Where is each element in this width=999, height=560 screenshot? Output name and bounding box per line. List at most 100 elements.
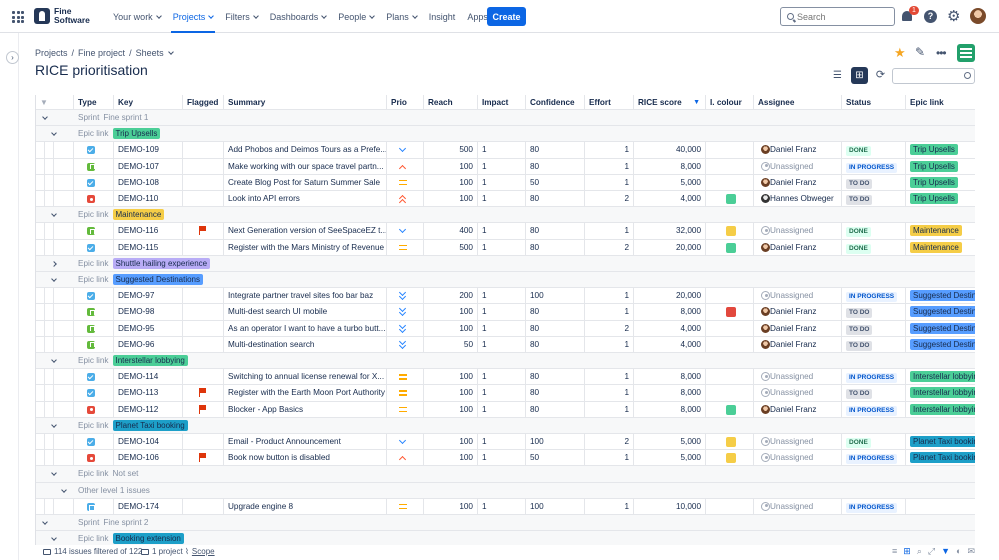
prio-cell[interactable] bbox=[387, 142, 424, 158]
assignee-cell[interactable]: Daniel Franz bbox=[754, 320, 842, 336]
effort-cell[interactable]: 1 bbox=[585, 142, 634, 158]
prio-cell[interactable] bbox=[387, 498, 424, 514]
reach-cell[interactable]: 50 bbox=[424, 336, 478, 352]
flagged-cell[interactable] bbox=[183, 158, 224, 174]
issue-key[interactable]: DEMO-95 bbox=[114, 320, 183, 336]
impact-cell[interactable]: 1 bbox=[478, 450, 526, 466]
gutter-cell[interactable] bbox=[44, 320, 54, 336]
effort-cell[interactable]: 2 bbox=[585, 434, 634, 450]
confidence-cell[interactable]: 80 bbox=[526, 239, 585, 255]
sheets-app-icon[interactable] bbox=[957, 44, 975, 62]
confidence-cell[interactable]: 50 bbox=[526, 450, 585, 466]
gutter-cell[interactable] bbox=[44, 401, 54, 417]
status-cell[interactable]: TO DO bbox=[842, 385, 906, 401]
mail-icon[interactable]: ✉ bbox=[967, 546, 975, 556]
impact-cell[interactable]: 1 bbox=[478, 223, 526, 239]
epic-link-lozenge[interactable]: Trip Upsells bbox=[910, 160, 958, 172]
reach-cell[interactable]: 100 bbox=[424, 401, 478, 417]
reach-cell[interactable]: 100 bbox=[424, 450, 478, 466]
summary-cell[interactable]: Email - Product Announcement bbox=[224, 434, 387, 450]
gutter-cell[interactable] bbox=[36, 320, 45, 336]
expand-sidebar-chevron-icon[interactable]: › bbox=[6, 51, 19, 64]
reach-cell[interactable]: 500 bbox=[424, 239, 478, 255]
collapse-toggle-chevron-icon[interactable] bbox=[50, 130, 57, 137]
epic-link-cell[interactable]: Trip Upsells bbox=[906, 175, 975, 190]
reach-cell[interactable]: 100 bbox=[424, 191, 478, 207]
type-cell[interactable] bbox=[74, 434, 114, 450]
reach-cell[interactable]: 100 bbox=[424, 304, 478, 320]
epic-link-cell[interactable]: Trip Upsells bbox=[906, 142, 975, 157]
gutter-cell[interactable] bbox=[44, 434, 54, 450]
gutter-cell[interactable] bbox=[36, 401, 45, 417]
sheet-search[interactable] bbox=[892, 68, 975, 84]
nav-your-work[interactable]: Your work bbox=[109, 0, 165, 33]
column-header-effort[interactable]: Effort bbox=[585, 95, 634, 109]
issue-colour-cell[interactable] bbox=[706, 158, 754, 174]
nav-dashboards[interactable]: Dashboards bbox=[266, 0, 331, 33]
effort-cell[interactable]: 1 bbox=[585, 498, 634, 514]
type-cell[interactable] bbox=[74, 239, 114, 255]
summary-cell[interactable]: As an operator I want to have a turbo bu… bbox=[224, 320, 387, 336]
epic-link-lozenge[interactable]: Interstellar lobbying bbox=[910, 387, 975, 399]
impact-cell[interactable]: 1 bbox=[478, 142, 526, 158]
gutter-cell[interactable] bbox=[44, 142, 54, 158]
confidence-cell[interactable]: 80 bbox=[526, 223, 585, 239]
flagged-cell[interactable] bbox=[183, 434, 224, 450]
rice-score-cell[interactable]: 4,000 bbox=[634, 320, 706, 336]
gutter-cell[interactable] bbox=[36, 336, 45, 352]
gutter-cell[interactable] bbox=[44, 385, 54, 401]
summary-cell[interactable]: Book now button is disabled bbox=[224, 450, 387, 466]
collapse-toggle-chevron-icon[interactable] bbox=[50, 276, 57, 283]
assignee-cell[interactable]: Unassigned bbox=[754, 158, 842, 174]
effort-cell[interactable]: 1 bbox=[585, 336, 634, 352]
issue-colour-cell[interactable] bbox=[706, 401, 754, 417]
gutter-cell[interactable] bbox=[36, 191, 45, 207]
prio-cell[interactable] bbox=[387, 336, 424, 352]
column-header-type[interactable]: Type bbox=[74, 95, 114, 109]
assignee-cell[interactable]: Daniel Franz bbox=[754, 174, 842, 190]
collapse-toggle-chevron-icon[interactable] bbox=[50, 470, 57, 477]
impact-cell[interactable]: 1 bbox=[478, 320, 526, 336]
column-header-rice-score[interactable]: RICE score ▼ bbox=[634, 95, 706, 109]
flagged-cell[interactable] bbox=[183, 239, 224, 255]
type-cell[interactable] bbox=[74, 336, 114, 352]
confidence-cell[interactable]: 80 bbox=[526, 336, 585, 352]
reach-cell[interactable]: 100 bbox=[424, 174, 478, 190]
type-cell[interactable] bbox=[74, 191, 114, 207]
effort-cell[interactable]: 1 bbox=[585, 401, 634, 417]
chevron-down-icon[interactable] bbox=[167, 49, 174, 55]
epic-lozenge[interactable]: Planet Taxi booking bbox=[112, 419, 188, 431]
issue-colour-cell[interactable] bbox=[706, 369, 754, 385]
status-cell[interactable]: TO DO bbox=[842, 191, 906, 207]
fine-software-logo-icon[interactable] bbox=[34, 8, 50, 24]
edit-pencil-icon[interactable]: ✎ bbox=[915, 45, 926, 59]
impact-cell[interactable]: 1 bbox=[478, 434, 526, 450]
reach-cell[interactable]: 100 bbox=[424, 369, 478, 385]
column-header-i-colour[interactable]: I. colour bbox=[706, 95, 754, 109]
impact-cell[interactable]: 1 bbox=[478, 385, 526, 401]
column-header-impact[interactable]: Impact bbox=[478, 95, 526, 109]
scope-link[interactable]: ⌇ Scope bbox=[185, 547, 215, 556]
impact-cell[interactable]: 1 bbox=[478, 288, 526, 304]
effort-cell[interactable]: 1 bbox=[585, 174, 634, 190]
impact-cell[interactable]: 1 bbox=[478, 174, 526, 190]
gutter-cell[interactable] bbox=[44, 174, 54, 190]
status-cell[interactable]: DONE bbox=[842, 142, 906, 158]
issue-key[interactable]: DEMO-114 bbox=[114, 369, 183, 385]
type-cell[interactable] bbox=[74, 401, 114, 417]
rice-score-cell[interactable]: 32,000 bbox=[634, 223, 706, 239]
confidence-cell[interactable]: 80 bbox=[526, 320, 585, 336]
summary-cell[interactable]: Add Phobos and Deimos Tours as a Prefe..… bbox=[224, 142, 387, 158]
issue-colour-cell[interactable] bbox=[706, 450, 754, 466]
gutter-cell[interactable] bbox=[54, 304, 74, 320]
zoom-icon[interactable]: ⌕ bbox=[916, 546, 922, 556]
epic-link-cell[interactable]: Suggested Destinations bbox=[906, 321, 975, 336]
gutter-cell[interactable] bbox=[54, 434, 74, 450]
brand-name[interactable]: Fine Software bbox=[54, 7, 94, 25]
flagged-cell[interactable] bbox=[183, 385, 224, 401]
epic-lozenge[interactable]: Suggested Destinations bbox=[112, 274, 203, 285]
profile-avatar[interactable] bbox=[970, 8, 986, 24]
rice-score-cell[interactable]: 4,000 bbox=[634, 191, 706, 207]
impact-cell[interactable]: 1 bbox=[478, 401, 526, 417]
gutter-cell[interactable] bbox=[44, 336, 54, 352]
